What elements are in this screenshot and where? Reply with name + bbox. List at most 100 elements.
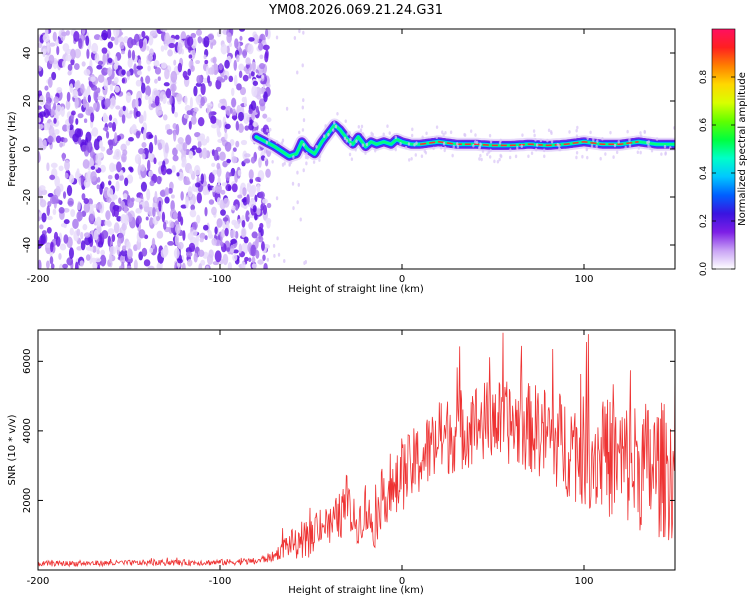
spectrogram-noise-cell [302, 168, 305, 173]
snr-x-axis-label: Height of straight line (km) [288, 585, 424, 596]
spectrogram-noise-cell [238, 243, 243, 254]
snr-x-tick-label: 0 [399, 576, 405, 587]
spectrogram-halo-cell [589, 130, 592, 135]
spectrogram-noise-cell [146, 45, 150, 51]
spectrogram-noise-cell [38, 65, 42, 72]
spectrogram-halo-cell [660, 152, 663, 156]
spectrogram-halo-cell [575, 155, 578, 160]
spectrogram-noise-cell [63, 234, 69, 244]
spectrogram-noise-cell [224, 227, 229, 237]
spectrogram-noise-cell [53, 96, 60, 104]
spectrogram-noise-cell [191, 145, 198, 150]
spectrogram-halo-cell [499, 138, 502, 143]
spectrogram-noise-cell [97, 60, 104, 65]
spectrogram-noise-cell [85, 35, 90, 46]
spectrogram-noise-cell [156, 215, 161, 222]
spectrogram-noise-cell [72, 89, 79, 99]
spectrogram-noise-cell [64, 159, 70, 171]
spectrogram-halo-cell [359, 128, 363, 132]
spectrogram-noise-cell [96, 64, 103, 70]
spectrogram-noise-cell [143, 200, 150, 212]
spectrogram-halo-cell [361, 143, 365, 147]
spectrogram-noise-cell [101, 97, 106, 110]
spectrogram-noise-cell [94, 257, 102, 263]
spectrogram-noise-cell [138, 38, 144, 49]
spectrogram-noise-cell [261, 74, 264, 79]
spectrogram-noise-cell [250, 156, 256, 164]
spectrogram-noise-cell [114, 56, 118, 67]
spectrogram-noise-cell [44, 85, 49, 91]
spectrogram-noise-cell [47, 193, 54, 198]
spectrogram-noise-cell [254, 194, 258, 203]
spectrogram-noise-cell [112, 155, 117, 160]
spectrogram-noise-cell [226, 220, 230, 231]
spectrogram-noise-cell [225, 105, 232, 116]
spectrogram-noise-cell [201, 147, 208, 160]
spectrogram-halo-cell [647, 143, 650, 148]
spectrogram-noise-cell [66, 91, 71, 102]
spectrogram-noise-cell [237, 169, 242, 177]
spectrogram-halo-cell [298, 130, 301, 135]
spectrogram-noise-cell [193, 107, 199, 113]
spectrogram-noise-cell [88, 213, 95, 224]
spectrogram-noise-cell [148, 141, 154, 154]
spectrogram-halo-cell [432, 146, 435, 151]
spectrogram-noise-cell [175, 143, 183, 151]
spectrogram-noise-cell [77, 113, 84, 119]
spectrogram-noise-cell [154, 67, 162, 75]
spectrogram-noise-cell [220, 241, 224, 247]
spectrogram-noise-cell [231, 156, 238, 164]
spectrogram-noise-cell [154, 78, 158, 84]
spectrogram-noise-cell [49, 256, 54, 265]
spectrogram-noise-cell [46, 162, 50, 172]
spectrogram-halo-cell [456, 144, 460, 149]
spectrogram-noise-cell [177, 258, 183, 264]
spectrogram-noise-cell [44, 243, 52, 248]
spectrogram-noise-cell [45, 260, 50, 269]
spectrogram-noise-cell [164, 32, 171, 45]
spectrogram-halo-cell [508, 155, 512, 160]
spectrogram-noise-cell [195, 147, 202, 154]
spectrogram-noise-cell [242, 74, 249, 82]
spectrogram-noise-cell [111, 95, 116, 106]
snr-y-tick-label: 2000 [22, 488, 33, 513]
spectrogram-noise-cell [302, 118, 306, 123]
spectrogram-noise-cell [38, 123, 44, 130]
spectrogram-halo-cell [532, 129, 536, 133]
spectrogram-noise-cell [186, 259, 193, 267]
spectrogram-noise-cell [149, 247, 154, 254]
spectrogram-noise-cell [80, 240, 86, 251]
spectrogram-noise-cell [291, 181, 295, 186]
spectrogram-noise-cell [82, 159, 90, 169]
spectrogram-noise-cell [162, 114, 168, 121]
spectrogram-noise-cell [262, 204, 267, 215]
spectrogram-noise-cell [108, 139, 114, 151]
spectrogram-noise-cell [80, 231, 84, 240]
spectrogram-noise-cell [189, 209, 197, 218]
spectrogram-noise-cell [148, 170, 154, 177]
spectrogram-noise-cell [97, 95, 104, 101]
spectrogram-noise-cell [74, 48, 82, 59]
spectrogram-halo-cell [521, 133, 524, 137]
spectrogram-noise-cell [190, 204, 196, 211]
spectrogram-halo-cell [349, 137, 352, 142]
spectrogram-noise-cell [125, 139, 131, 146]
spectrogram-noise-cell [194, 182, 201, 188]
spectrogram-noise-cell [259, 222, 264, 229]
spectrogram-noise-cell [148, 134, 154, 139]
spectrogram-noise-cell [195, 82, 202, 87]
spectrogram-noise-cell [224, 141, 232, 152]
spectrogram-noise-cell [80, 174, 84, 187]
spectrogram-noise-cell [275, 35, 279, 40]
spectrogram-noise-cell [224, 123, 231, 130]
spectrogram-noise-cell [283, 259, 286, 264]
spectrogram-noise-cell [251, 256, 256, 264]
spectrogram-halo-cell [425, 131, 428, 136]
spectrogram-noise-cell [194, 132, 201, 138]
spectrogram-noise-cell [153, 90, 160, 96]
spectrogram-halo-cell [410, 156, 413, 161]
spectrogram-noise-cell [39, 224, 44, 230]
spectrogram-halo-cell [407, 142, 411, 146]
spectrogram-noise-cell [247, 43, 254, 55]
spectrogram-noise-cell [234, 38, 239, 49]
